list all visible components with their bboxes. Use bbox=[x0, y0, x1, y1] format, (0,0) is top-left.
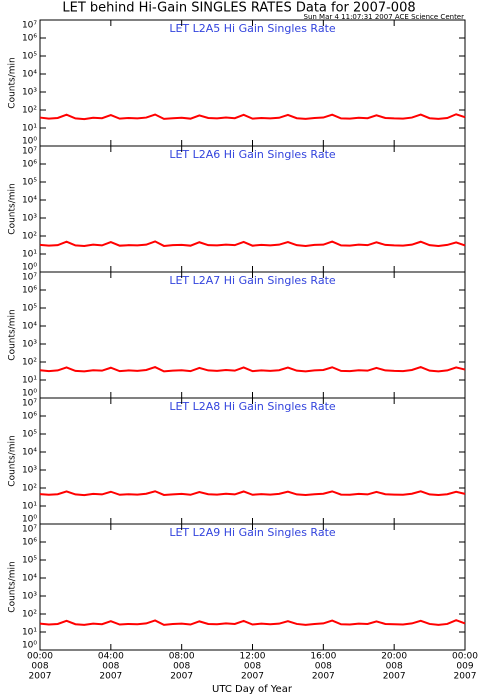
data-line bbox=[39, 366, 466, 373]
y-tick-label: 10² bbox=[22, 232, 37, 242]
y-tick-label: 10² bbox=[22, 106, 37, 116]
y-axis-label: Counts/min bbox=[8, 561, 18, 612]
y-tick-label: 10⁷ bbox=[22, 273, 37, 283]
y-tick-label: 10³ bbox=[22, 340, 37, 350]
y-tick-label: 10⁰ bbox=[22, 641, 37, 651]
x-tick-label: 2007 bbox=[383, 672, 406, 682]
chart-title: LET behind Hi-Gain SINGLES RATES Data fo… bbox=[62, 1, 415, 16]
panel-title: LET L2A8 Hi Gain Singles Rate bbox=[169, 400, 336, 413]
y-axis-label: Counts/min bbox=[8, 57, 18, 108]
x-tick-label: 2007 bbox=[170, 672, 193, 682]
x-tick-label: 00:00 bbox=[452, 652, 478, 662]
y-tick-label: 10⁴ bbox=[22, 448, 37, 458]
y-tick-label: 10⁷ bbox=[22, 525, 37, 535]
panel-title: LET L2A6 Hi Gain Singles Rate bbox=[169, 148, 336, 161]
y-tick-label: 10⁵ bbox=[22, 178, 37, 188]
panel-title: LET L2A7 Hi Gain Singles Rate bbox=[169, 274, 336, 287]
x-tick-label: 008 bbox=[386, 662, 403, 672]
y-tick-label: 10² bbox=[22, 484, 37, 494]
y-tick-label: 10⁴ bbox=[22, 70, 37, 80]
y-tick-label: 10¹ bbox=[22, 628, 37, 638]
y-tick-label: 10⁰ bbox=[22, 515, 37, 525]
data-line bbox=[39, 619, 466, 626]
y-tick-label: 10⁶ bbox=[22, 34, 37, 44]
y-tick-label: 10⁰ bbox=[22, 389, 37, 399]
x-tick-label: 2007 bbox=[29, 672, 52, 682]
panel-title: LET L2A9 Hi Gain Singles Rate bbox=[169, 526, 336, 539]
y-axis-label: Counts/min bbox=[8, 309, 18, 360]
x-tick-label: 008 bbox=[173, 662, 190, 672]
plot-frame bbox=[39, 523, 466, 651]
x-tick-label: 12:00 bbox=[240, 652, 266, 662]
panel-title: LET L2A5 Hi Gain Singles Rate bbox=[169, 22, 336, 35]
x-tick-label: 00:00 bbox=[27, 652, 53, 662]
plot-frame bbox=[39, 271, 466, 399]
x-tick-label: 20:00 bbox=[381, 652, 407, 662]
data-line bbox=[39, 113, 466, 121]
x-tick-label: 2007 bbox=[312, 672, 335, 682]
y-axis-label: Counts/min bbox=[8, 435, 18, 486]
y-tick-label: 10² bbox=[22, 610, 37, 620]
y-tick-label: 10¹ bbox=[22, 502, 37, 512]
y-tick-label: 10¹ bbox=[22, 376, 37, 386]
y-tick-label: 10⁴ bbox=[22, 196, 37, 206]
y-tick-label: 10⁵ bbox=[22, 430, 37, 440]
x-tick-label: 008 bbox=[315, 662, 332, 672]
y-tick-label: 10⁶ bbox=[22, 160, 37, 170]
x-tick-label: 009 bbox=[456, 662, 473, 672]
timestamp: Sun Mar 4 11:07:31 2007 ACE Science Cent… bbox=[304, 13, 465, 21]
x-tick-label: 08:00 bbox=[169, 652, 195, 662]
x-axis-label: UTC Day of Year bbox=[212, 684, 293, 695]
y-tick-label: 10³ bbox=[22, 466, 37, 476]
plot-frame bbox=[39, 145, 466, 273]
y-tick-label: 10¹ bbox=[22, 250, 37, 260]
y-tick-label: 10⁵ bbox=[22, 304, 37, 314]
y-tick-label: 10³ bbox=[22, 592, 37, 602]
y-tick-label: 10⁷ bbox=[22, 147, 37, 157]
y-tick-label: 10⁴ bbox=[22, 322, 37, 332]
x-tick-label: 008 bbox=[31, 662, 48, 672]
y-tick-label: 10⁵ bbox=[22, 556, 37, 566]
y-tick-label: 10⁶ bbox=[22, 412, 37, 422]
x-tick-label: 16:00 bbox=[310, 652, 336, 662]
x-tick-label: 2007 bbox=[454, 672, 477, 682]
x-tick-label: 04:00 bbox=[98, 652, 124, 662]
y-tick-label: 10¹ bbox=[22, 124, 37, 134]
y-tick-label: 10⁷ bbox=[22, 21, 37, 31]
y-tick-label: 10² bbox=[22, 358, 37, 368]
data-line bbox=[39, 490, 466, 497]
data-line bbox=[39, 240, 466, 247]
x-tick-label: 2007 bbox=[241, 672, 264, 682]
y-tick-label: 10⁰ bbox=[22, 263, 37, 273]
y-tick-label: 10³ bbox=[22, 88, 37, 98]
x-tick-label: 008 bbox=[244, 662, 261, 672]
x-tick-label: 2007 bbox=[99, 672, 122, 682]
y-axis-label: Counts/min bbox=[8, 183, 18, 234]
y-tick-label: 10⁵ bbox=[22, 52, 37, 62]
y-tick-label: 10⁷ bbox=[22, 399, 37, 409]
y-tick-label: 10³ bbox=[22, 214, 37, 224]
plot-frame bbox=[39, 397, 466, 525]
y-tick-label: 10⁶ bbox=[22, 286, 37, 296]
y-tick-label: 10⁴ bbox=[22, 574, 37, 584]
y-tick-label: 10⁶ bbox=[22, 538, 37, 548]
plot-frame bbox=[39, 19, 466, 147]
y-tick-label: 10⁰ bbox=[22, 137, 37, 147]
x-tick-label: 008 bbox=[102, 662, 119, 672]
